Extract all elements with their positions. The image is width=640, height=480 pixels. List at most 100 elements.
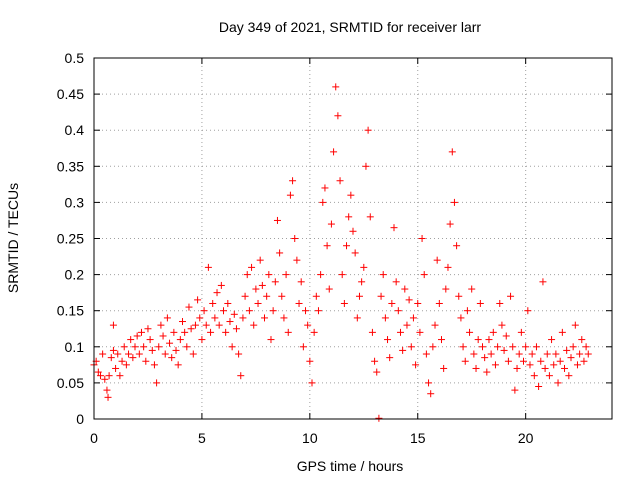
data-point	[498, 321, 506, 329]
data-point	[194, 296, 202, 304]
data-point	[349, 227, 357, 235]
data-point	[273, 216, 281, 224]
data-point	[207, 328, 215, 336]
data-point	[362, 162, 370, 170]
data-point	[181, 328, 189, 336]
data-point	[122, 361, 130, 369]
data-point	[155, 343, 163, 351]
data-point	[409, 314, 417, 322]
data-point	[170, 328, 178, 336]
data-point	[297, 278, 305, 286]
data-point	[338, 271, 346, 279]
data-point	[334, 112, 342, 120]
chart-title: Day 349 of 2021, SRMTID for receiver lar…	[219, 19, 482, 35]
data-point	[129, 354, 137, 362]
data-point	[388, 299, 396, 307]
data-point	[340, 299, 348, 307]
y-tick-label: 0.25	[57, 231, 84, 247]
data-point	[211, 314, 219, 322]
data-point	[476, 299, 484, 307]
data-point	[485, 336, 493, 344]
data-point	[222, 328, 230, 336]
data-point	[174, 361, 182, 369]
data-point	[364, 126, 372, 134]
data-point	[379, 271, 387, 279]
data-point	[461, 357, 469, 365]
data-point	[399, 346, 407, 354]
data-point	[390, 224, 398, 232]
data-point	[332, 83, 340, 91]
data-point	[522, 343, 530, 351]
data-point	[504, 357, 512, 365]
data-point	[524, 307, 532, 315]
y-tick-label: 0.2	[65, 267, 85, 283]
y-tick-label: 0.1	[65, 339, 85, 355]
data-point	[109, 321, 117, 329]
data-point	[116, 372, 124, 380]
y-tick-label: 0	[76, 411, 84, 427]
data-point	[373, 368, 381, 376]
data-point	[558, 328, 566, 336]
data-point	[556, 357, 564, 365]
x-tick-label: 15	[410, 430, 426, 446]
data-point	[118, 357, 126, 365]
data-point	[457, 314, 465, 322]
data-point	[161, 350, 169, 358]
data-point	[513, 364, 521, 372]
data-point	[412, 361, 420, 369]
data-point	[567, 354, 575, 362]
data-point	[302, 307, 310, 315]
data-point	[440, 364, 448, 372]
data-point	[157, 321, 165, 329]
data-point	[187, 325, 195, 333]
data-point	[563, 346, 571, 354]
data-point	[386, 354, 394, 362]
data-point	[368, 328, 376, 336]
data-point	[291, 235, 299, 242]
data-point	[256, 256, 264, 264]
data-point	[196, 314, 204, 322]
data-point	[366, 213, 374, 221]
data-point	[293, 256, 301, 264]
data-point	[189, 350, 197, 358]
data-point	[550, 361, 558, 369]
data-point	[235, 350, 243, 358]
data-point	[494, 343, 502, 351]
x-tick-label: 0	[90, 430, 98, 446]
data-point	[232, 325, 240, 333]
y-axis-ticks: 0 0.05 0.1 0.15 0.2 0.25 0.3 0.35 0.4 0.45 0.5	[57, 50, 612, 427]
data-point	[347, 191, 355, 199]
data-point	[422, 350, 430, 358]
data-point	[101, 375, 109, 383]
data-point	[230, 310, 238, 318]
y-tick-label: 0.45	[57, 86, 84, 102]
data-point	[345, 213, 353, 221]
data-point	[474, 336, 482, 344]
data-point	[96, 372, 104, 380]
data-point	[343, 242, 351, 250]
data-point	[112, 364, 120, 372]
data-point	[286, 191, 294, 199]
data-point	[481, 354, 489, 362]
data-point	[258, 281, 266, 289]
data-point	[353, 314, 361, 322]
data-point	[284, 328, 292, 336]
data-point	[535, 383, 543, 391]
data-point	[131, 343, 139, 351]
data-point	[578, 336, 586, 344]
data-point	[394, 307, 402, 315]
data-point	[416, 328, 424, 336]
data-point	[150, 361, 158, 369]
data-point	[330, 148, 338, 156]
data-point	[403, 321, 411, 329]
data-point	[472, 364, 480, 372]
data-point	[104, 393, 112, 401]
data-point	[239, 314, 247, 322]
data-point	[215, 321, 223, 329]
data-point	[168, 354, 176, 362]
data-point	[429, 343, 437, 351]
data-point	[178, 318, 186, 326]
data-point	[407, 343, 415, 351]
data-point	[198, 336, 206, 344]
